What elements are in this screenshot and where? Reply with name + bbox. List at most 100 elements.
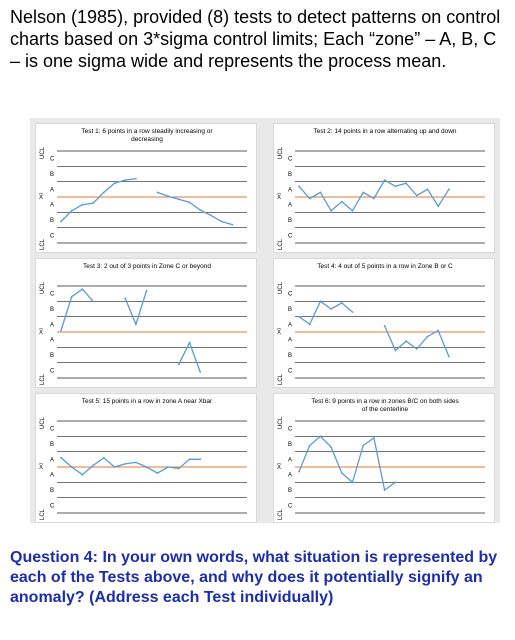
control-chart: Test 6: 9 points in a row in zones B/C o… bbox=[273, 393, 495, 523]
zone-label: B bbox=[288, 488, 292, 494]
zone-label: A bbox=[288, 473, 292, 479]
data-point bbox=[394, 185, 397, 188]
zone-label: A bbox=[288, 457, 292, 463]
zone-label: A bbox=[50, 187, 54, 193]
data-point bbox=[113, 182, 116, 185]
lcl-label: LCL bbox=[278, 508, 284, 520]
data-point bbox=[167, 466, 170, 468]
chart-panel: Test 6: 9 points in a row in zones B/C o… bbox=[273, 393, 495, 523]
control-chart: Test 2: 14 points in a row alternating u… bbox=[273, 123, 495, 253]
data-point bbox=[92, 202, 94, 204]
data-point bbox=[199, 209, 202, 211]
data-point bbox=[177, 198, 180, 201]
data-point bbox=[81, 473, 84, 476]
data-point bbox=[145, 466, 148, 468]
zone-label: A bbox=[288, 322, 292, 328]
chart-title: Test 1: 6 points in a row steadily incre… bbox=[81, 128, 213, 135]
ucl-label: UCL bbox=[278, 146, 284, 159]
chart-title: Test 6: 9 points in a row in zones B/C o… bbox=[311, 398, 459, 405]
data-point bbox=[373, 197, 375, 200]
control-chart: Test 4: 4 out of 5 points in a row in Zo… bbox=[273, 258, 495, 388]
centerline-label: X̅ bbox=[277, 464, 281, 471]
centerline-label: X̅ bbox=[39, 194, 43, 201]
chart-title: Test 2: 14 points in a row alternating u… bbox=[313, 128, 456, 135]
panel-border bbox=[273, 123, 495, 253]
zone-label: C bbox=[288, 292, 293, 298]
ucl-label: UCL bbox=[278, 281, 284, 294]
centerline-label: X̅ bbox=[277, 329, 281, 336]
data-point bbox=[70, 295, 73, 298]
zone-label: A bbox=[288, 187, 292, 193]
data-point bbox=[437, 329, 440, 332]
data-point bbox=[135, 177, 137, 180]
data-point bbox=[383, 179, 386, 181]
chart-title: of the centerline bbox=[362, 406, 409, 413]
zone-label: C bbox=[50, 292, 55, 298]
zone-label: B bbox=[50, 442, 54, 448]
chart-panel: Test 2: 14 points in a row alternating u… bbox=[273, 123, 495, 253]
lcl-label: LCL bbox=[40, 238, 46, 250]
data-point bbox=[308, 444, 311, 447]
control-chart: Test 1: 6 points in a row steadily incre… bbox=[35, 123, 257, 253]
control-chart: Test 5: 15 points in a row in zone A nea… bbox=[35, 393, 257, 523]
data-point bbox=[308, 197, 311, 200]
data-point bbox=[319, 191, 322, 194]
data-point bbox=[102, 456, 105, 459]
lcl-label: LCL bbox=[40, 373, 46, 385]
ucl-label: UCL bbox=[40, 146, 46, 159]
data-point bbox=[448, 188, 450, 191]
data-point bbox=[92, 464, 94, 467]
panel-border bbox=[273, 393, 495, 523]
data-point bbox=[135, 323, 137, 326]
data-point bbox=[124, 179, 127, 181]
zone-label: C bbox=[288, 368, 293, 374]
zone-label: B bbox=[50, 218, 54, 224]
data-point bbox=[330, 209, 332, 212]
zone-label: A bbox=[288, 203, 292, 209]
data-point bbox=[145, 289, 148, 292]
chart-panel: Test 4: 4 out of 5 points in a row in Zo… bbox=[273, 258, 495, 388]
lcl-label: LCL bbox=[40, 508, 46, 520]
data-point bbox=[92, 300, 94, 303]
data-point bbox=[60, 456, 62, 459]
zone-label: C bbox=[50, 233, 55, 239]
data-point bbox=[60, 329, 62, 332]
data-point bbox=[60, 220, 62, 223]
series-line bbox=[60, 177, 136, 222]
data-point bbox=[340, 302, 343, 304]
series-line bbox=[60, 288, 94, 331]
control-chart: Test 3: 2 out of 3 points in Zone C or b… bbox=[35, 258, 257, 388]
data-point bbox=[177, 363, 180, 366]
zone-label: C bbox=[50, 427, 55, 433]
series-line bbox=[298, 435, 396, 492]
data-point bbox=[220, 220, 223, 223]
series-line bbox=[60, 456, 201, 476]
lcl-label: LCL bbox=[278, 238, 284, 250]
zone-label: B bbox=[288, 307, 292, 313]
data-point bbox=[362, 191, 365, 194]
data-point bbox=[81, 288, 84, 290]
chart-title: decreasing bbox=[131, 136, 163, 143]
data-point bbox=[199, 458, 202, 461]
zone-label: C bbox=[50, 368, 55, 374]
data-point bbox=[415, 348, 418, 350]
data-point bbox=[437, 205, 440, 208]
zone-label: B bbox=[288, 218, 292, 224]
data-point bbox=[177, 467, 180, 470]
ucl-label: UCL bbox=[40, 416, 46, 429]
zone-label: B bbox=[50, 172, 54, 178]
zone-label: C bbox=[50, 157, 55, 163]
data-point bbox=[113, 466, 116, 468]
data-point bbox=[124, 297, 127, 300]
data-point bbox=[373, 437, 375, 439]
data-point bbox=[167, 195, 170, 198]
data-point bbox=[383, 325, 386, 327]
data-point bbox=[394, 349, 397, 352]
data-point bbox=[340, 200, 343, 203]
data-point bbox=[135, 461, 137, 464]
data-point bbox=[319, 435, 322, 438]
data-point bbox=[199, 371, 202, 373]
data-point bbox=[298, 315, 300, 318]
data-point bbox=[188, 341, 191, 344]
data-point bbox=[81, 203, 84, 206]
